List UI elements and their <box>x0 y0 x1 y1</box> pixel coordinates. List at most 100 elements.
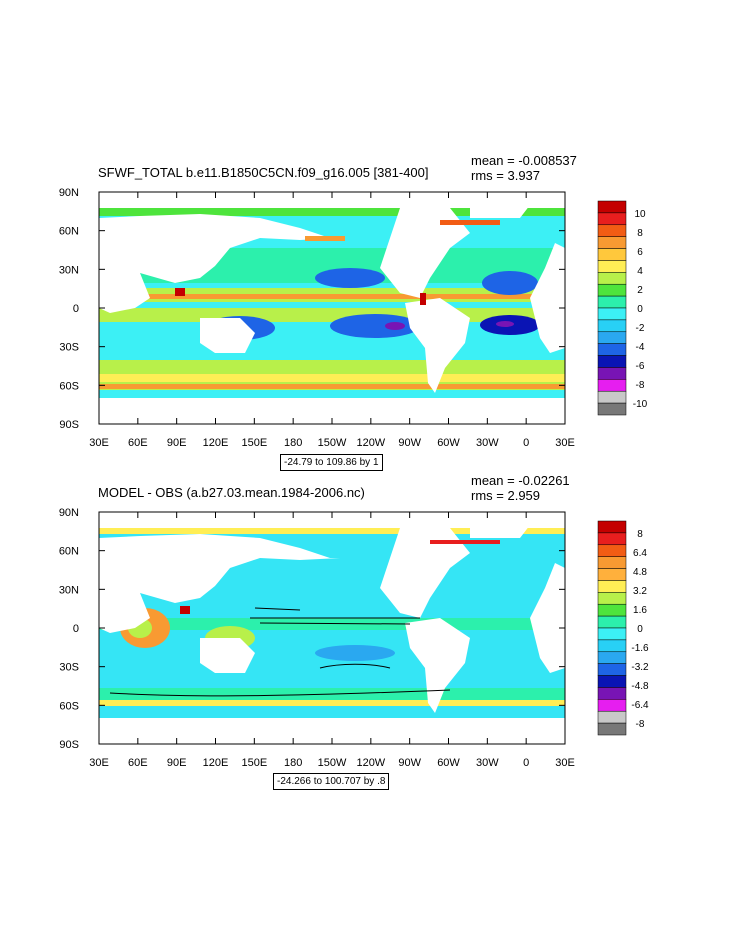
x-tick-label: 30E <box>555 757 575 769</box>
axis-ticks: 30E 60E 90E 120E 150E 180 150W 120W 90W 60W 30W 0 30… <box>59 507 575 769</box>
chart-title: MODEL - OBS (a.b27.03.mean.1984-2006.nc) <box>98 485 365 500</box>
y-tick-label: 0 <box>73 623 79 635</box>
colorbar-swatch <box>597 367 627 380</box>
colorbar-label: -8 <box>636 719 645 730</box>
x-tick-label: 30W <box>476 757 499 769</box>
x-tick-label: 120W <box>356 437 385 449</box>
colorbar-swatch <box>597 710 627 724</box>
colorbar-swatch <box>597 331 627 344</box>
y-tick-label: 90S <box>59 739 79 751</box>
colorbar-swatch <box>597 532 627 546</box>
x-tick-label: 180 <box>284 757 302 769</box>
colorbar-swatch <box>597 248 627 261</box>
colorbar-swatch <box>597 580 627 593</box>
mean-label: mean = -0.02261 <box>471 473 570 488</box>
chart-panel-1: SFWF_TOTAL b.e11.B1850C5CN.f09_g16.005 [… <box>0 148 733 471</box>
colorbar-label: 10 <box>634 209 646 220</box>
colorbar-swatch <box>597 224 627 237</box>
colorbar-swatch <box>597 615 627 629</box>
x-tick-label: 30E <box>89 757 109 769</box>
y-tick-label: 30N <box>59 584 79 596</box>
colorbar-swatch <box>597 556 627 569</box>
contour-info-box: -24.266 to 100.707 by .8 <box>273 773 390 790</box>
colorbar-label: -6.4 <box>631 700 649 711</box>
colorbar-label: -2 <box>636 323 645 334</box>
colorbar-label: -10 <box>633 399 648 410</box>
x-tick-label: 90W <box>398 757 421 769</box>
x-tick-label: 120E <box>203 437 229 449</box>
x-tick-label: 60W <box>437 757 460 769</box>
colorbar-label: -6 <box>636 361 645 372</box>
rms-label: rms = 3.937 <box>471 168 541 183</box>
x-tick-label: 0 <box>523 757 529 769</box>
colorbar-label: 6.4 <box>633 548 647 559</box>
colorbar-label: 1.6 <box>633 605 647 616</box>
colorbar-swatch <box>597 568 627 581</box>
colorbar-label: 0 <box>637 624 643 635</box>
colorbar-swatch <box>597 722 627 736</box>
colorbar-label: -4 <box>636 342 645 353</box>
colorbar-swatch <box>597 520 627 534</box>
map-svg: 30E 60E 90E 120E 150E 180 150W 120W 90W 60W 30W 0 30… <box>59 507 649 769</box>
x-tick-label: 0 <box>523 437 529 449</box>
colorbar-swatch <box>597 675 627 688</box>
x-tick-label: 150E <box>241 437 267 449</box>
colorbar-swatch <box>597 699 627 712</box>
y-tick-label: 60N <box>59 546 79 558</box>
x-tick-label: 180 <box>284 437 302 449</box>
colorbar-label: 2 <box>637 285 643 296</box>
mean-label: mean = -0.008537 <box>471 153 577 168</box>
colorbar-label: -4.8 <box>631 681 649 692</box>
y-tick-label: 30S <box>59 342 79 354</box>
x-tick-label: 120E <box>203 757 229 769</box>
x-tick-label: 60E <box>128 757 148 769</box>
colorbar-swatch <box>597 544 627 557</box>
x-tick-label: 90E <box>167 757 187 769</box>
colorbar-swatch <box>597 390 627 404</box>
x-tick-label: 90W <box>398 437 421 449</box>
colorbar-label: 8 <box>637 529 643 540</box>
rms-label: rms = 2.959 <box>471 488 541 503</box>
colorbar-swatch <box>597 687 627 700</box>
x-tick-label: 30E <box>89 437 109 449</box>
axis-ticks: 30E 60E 90E 120E 150E 180 150W 120W 90W 60W 30W 0 30… <box>59 187 575 449</box>
x-tick-label: 60E <box>128 437 148 449</box>
colorbar-swatch <box>597 639 627 653</box>
x-tick-label: 30W <box>476 437 499 449</box>
colorbar-label: 0 <box>637 304 643 315</box>
colorbar-swatch <box>597 603 627 617</box>
y-tick-label: 60S <box>59 700 79 712</box>
colorbar-swatch <box>597 402 627 416</box>
y-tick-label: 60N <box>59 226 79 238</box>
colorbar-swatch <box>597 663 627 676</box>
colorbar-label: 6 <box>637 247 643 258</box>
y-tick-label: 0 <box>73 303 79 315</box>
chart-panel-2: MODEL - OBS (a.b27.03.mean.1984-2006.nc)… <box>0 468 733 790</box>
y-tick-label: 90N <box>59 187 79 199</box>
colorbar: 8 6.4 4.8 3.2 1.6 0 -1.6 -3.2 -4.8 -6.4 -8 <box>597 520 649 736</box>
colorbar-swatch <box>597 200 627 214</box>
colorbar-swatch <box>597 355 627 368</box>
x-tick-label: 60W <box>437 437 460 449</box>
colorbar-swatch <box>597 379 627 392</box>
colorbar-swatch <box>597 272 627 285</box>
x-tick-label: 150W <box>318 757 347 769</box>
colorbar-swatch <box>597 343 627 356</box>
colorbar-label: 4 <box>637 266 643 277</box>
colorbar-swatch <box>597 307 627 321</box>
map-field <box>99 192 565 424</box>
map-svg: 30E 60E 90E 120E 150E 180 150W 120W 90W 60W 30W 0 30… <box>59 187 648 449</box>
y-tick-label: 60S <box>59 380 79 392</box>
colorbar-label: 3.2 <box>633 586 647 597</box>
colorbar-label: -1.6 <box>631 643 649 654</box>
colorbar-swatch <box>597 627 627 641</box>
colorbar-swatch <box>597 319 627 333</box>
colorbar-label: 8 <box>637 228 643 239</box>
x-tick-label: 120W <box>356 757 385 769</box>
colorbar-swatch <box>597 651 627 664</box>
y-tick-label: 30S <box>59 662 79 674</box>
colorbar-swatch <box>597 592 627 605</box>
colorbar-swatch <box>597 295 627 309</box>
colorbar-swatch <box>597 236 627 249</box>
colorbar-label: 4.8 <box>633 567 647 578</box>
